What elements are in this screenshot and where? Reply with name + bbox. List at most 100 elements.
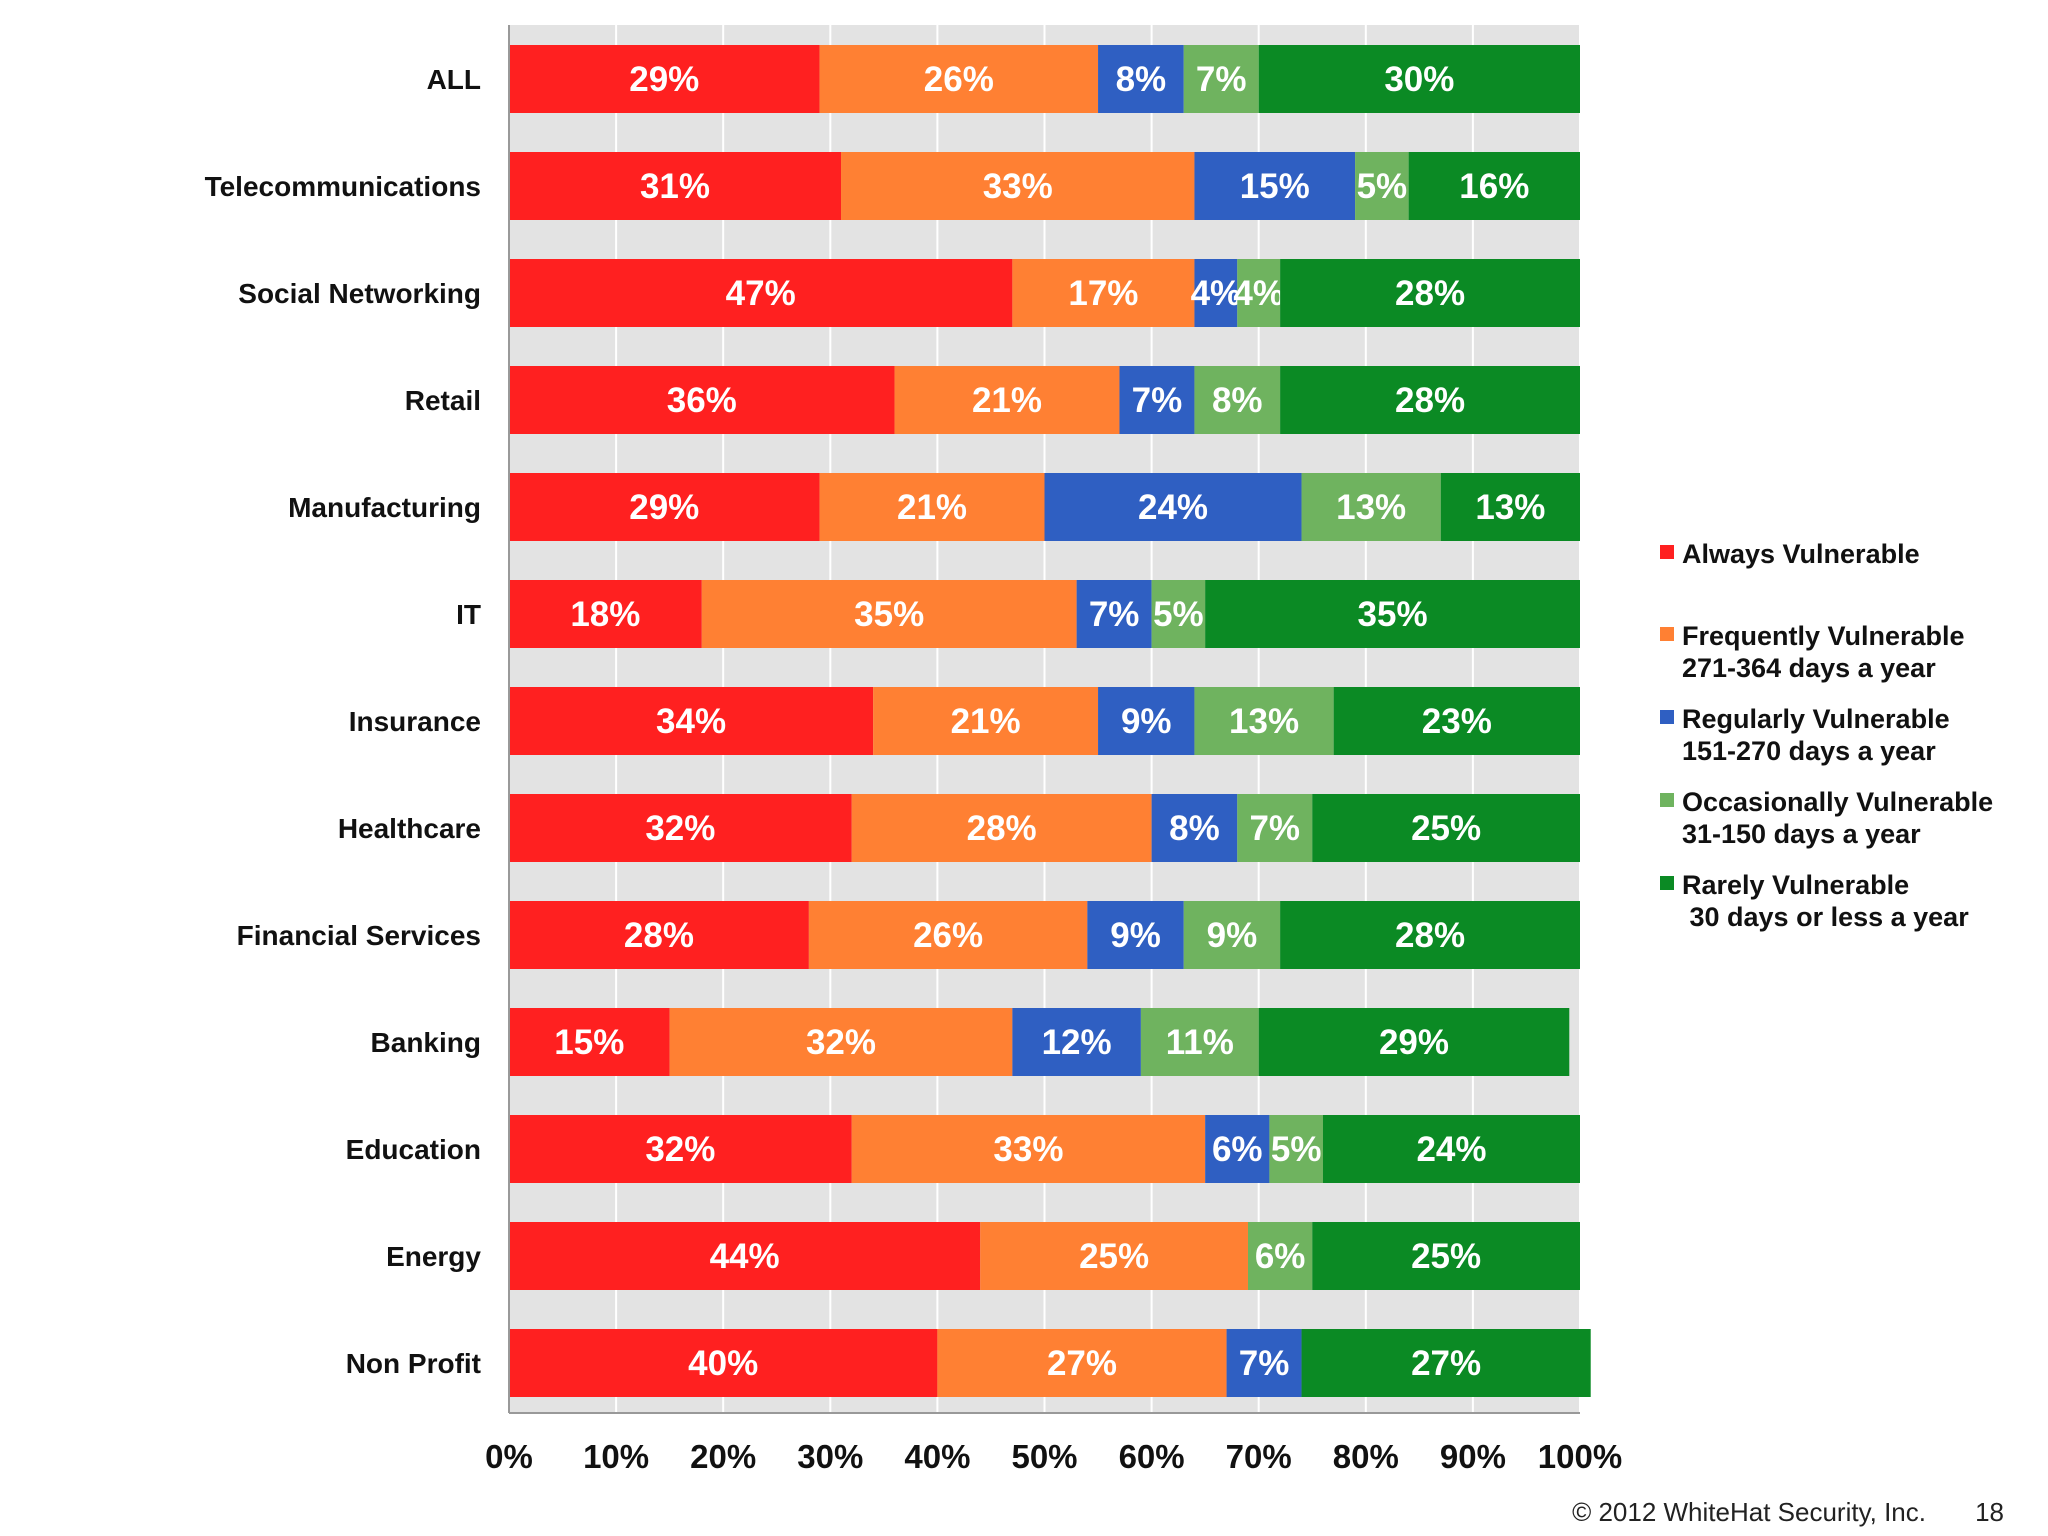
data-label: 35% bbox=[1358, 595, 1428, 634]
legend-swatch bbox=[1660, 627, 1674, 641]
category-labels: ALL Telecommunications Social Networking Re… bbox=[205, 64, 482, 1379]
data-label: 33% bbox=[983, 167, 1053, 206]
category-label: Financial Services bbox=[237, 920, 481, 951]
bar-segment bbox=[1408, 152, 1580, 220]
data-label: 18% bbox=[570, 595, 640, 634]
data-label: 32% bbox=[645, 1130, 715, 1169]
bar-segment bbox=[1151, 580, 1206, 648]
data-label: 17% bbox=[1068, 274, 1138, 313]
data-label: 26% bbox=[913, 916, 983, 955]
data-label: 7% bbox=[1249, 809, 1300, 848]
category-label: Energy bbox=[386, 1241, 481, 1272]
bar-segment bbox=[1087, 901, 1184, 969]
data-label: 13% bbox=[1229, 702, 1299, 741]
data-label: 21% bbox=[972, 381, 1042, 420]
data-label: 29% bbox=[629, 488, 699, 527]
bar-segment bbox=[509, 580, 702, 648]
bar-segment bbox=[1247, 1222, 1313, 1290]
legend: Always Vulnerable Frequently Vulnerable 27… bbox=[1660, 539, 1993, 932]
bar-segment bbox=[1205, 1115, 1270, 1183]
data-label: 40% bbox=[688, 1344, 758, 1383]
data-label: 28% bbox=[1395, 381, 1465, 420]
legend-label: Rarely Vulnerable 30 days or less a year bbox=[1682, 870, 1969, 932]
data-label: 34% bbox=[656, 702, 726, 741]
category-label: IT bbox=[456, 599, 481, 630]
bar-segment bbox=[1098, 45, 1184, 113]
data-label: 28% bbox=[967, 809, 1037, 848]
bars: 29% 26% 8% 7% 30% 31% 33% 15% 5% 16% 47% 17% 4%4% 28%… bbox=[509, 45, 1591, 1397]
data-label: 44% bbox=[710, 1237, 780, 1276]
bar-segment bbox=[1301, 1329, 1591, 1397]
bar-segment bbox=[1012, 259, 1195, 327]
data-label: 27% bbox=[1047, 1344, 1117, 1383]
bar-segment bbox=[509, 152, 842, 220]
data-label: 7% bbox=[1239, 1344, 1290, 1383]
data-label: 29% bbox=[1379, 1023, 1449, 1062]
bar-segment bbox=[669, 1008, 1013, 1076]
x-tick-label: 60% bbox=[1119, 1438, 1185, 1475]
x-tick-label: 0% bbox=[485, 1438, 533, 1475]
bar-segment bbox=[1280, 259, 1580, 327]
bar-segment bbox=[851, 794, 1152, 862]
bar-segment bbox=[980, 1222, 1248, 1290]
data-label: 9% bbox=[1121, 702, 1172, 741]
data-label: 25% bbox=[1411, 1237, 1481, 1276]
bar-segment bbox=[1226, 1329, 1302, 1397]
data-label: 6% bbox=[1255, 1237, 1306, 1276]
legend-swatch bbox=[1660, 545, 1674, 559]
data-label: 6% bbox=[1212, 1130, 1263, 1169]
bar-segment bbox=[1440, 473, 1580, 541]
data-label: 8% bbox=[1169, 809, 1220, 848]
bar-segment bbox=[1237, 259, 1281, 327]
bar-segment bbox=[509, 1115, 852, 1183]
category-label: Insurance bbox=[349, 706, 481, 737]
data-label: 9% bbox=[1110, 916, 1161, 955]
data-label: 12% bbox=[1042, 1023, 1112, 1062]
page-number: 18 bbox=[1975, 1497, 2004, 1527]
data-label: 26% bbox=[924, 60, 994, 99]
bar-segment bbox=[851, 1115, 1206, 1183]
bar-segment bbox=[1140, 1008, 1259, 1076]
bar-segment bbox=[819, 473, 1045, 541]
data-label: 30% bbox=[1384, 60, 1454, 99]
bar-segment bbox=[509, 901, 809, 969]
legend-label: Regularly Vulnerable 151-270 days a year bbox=[1682, 704, 1950, 766]
bar-segment bbox=[509, 1008, 670, 1076]
bar-segment bbox=[894, 366, 1120, 434]
data-label: 35% bbox=[854, 595, 924, 634]
legend-swatch bbox=[1660, 793, 1674, 807]
bar-segment bbox=[1312, 794, 1580, 862]
category-label: Social Networking bbox=[238, 278, 481, 309]
data-label: 4% bbox=[1233, 274, 1284, 313]
category-label: Retail bbox=[405, 385, 481, 416]
bar-segment bbox=[509, 473, 820, 541]
data-label: 25% bbox=[1411, 809, 1481, 848]
data-label: 28% bbox=[1395, 916, 1465, 955]
category-label: Manufacturing bbox=[288, 492, 481, 523]
legend-label: Frequently Vulnerable 271-364 days a year bbox=[1682, 621, 1965, 683]
x-tick-label: 30% bbox=[797, 1438, 863, 1475]
data-label: 29% bbox=[629, 60, 699, 99]
x-tick-label: 50% bbox=[1011, 1438, 1077, 1475]
category-label: Education bbox=[346, 1134, 481, 1165]
data-label: 7% bbox=[1089, 595, 1140, 634]
category-label: Non Profit bbox=[346, 1348, 481, 1379]
x-tick-label: 10% bbox=[583, 1438, 649, 1475]
bar-segment bbox=[509, 259, 1013, 327]
bar-segment bbox=[1280, 901, 1580, 969]
data-label: 24% bbox=[1138, 488, 1208, 527]
data-label: 7% bbox=[1196, 60, 1247, 99]
bar-segment bbox=[701, 580, 1077, 648]
bar-segment bbox=[1205, 580, 1580, 648]
data-label: 4% bbox=[1191, 274, 1242, 313]
bar-segment bbox=[1258, 45, 1580, 113]
bar-segment bbox=[1312, 1222, 1580, 1290]
data-label: 32% bbox=[806, 1023, 876, 1062]
bar-segment bbox=[509, 687, 874, 755]
category-label: Telecommunications bbox=[205, 171, 481, 202]
x-tick-label: 40% bbox=[904, 1438, 970, 1475]
data-label: 27% bbox=[1411, 1344, 1481, 1383]
data-label: 9% bbox=[1207, 916, 1258, 955]
bar-segment bbox=[873, 687, 1099, 755]
